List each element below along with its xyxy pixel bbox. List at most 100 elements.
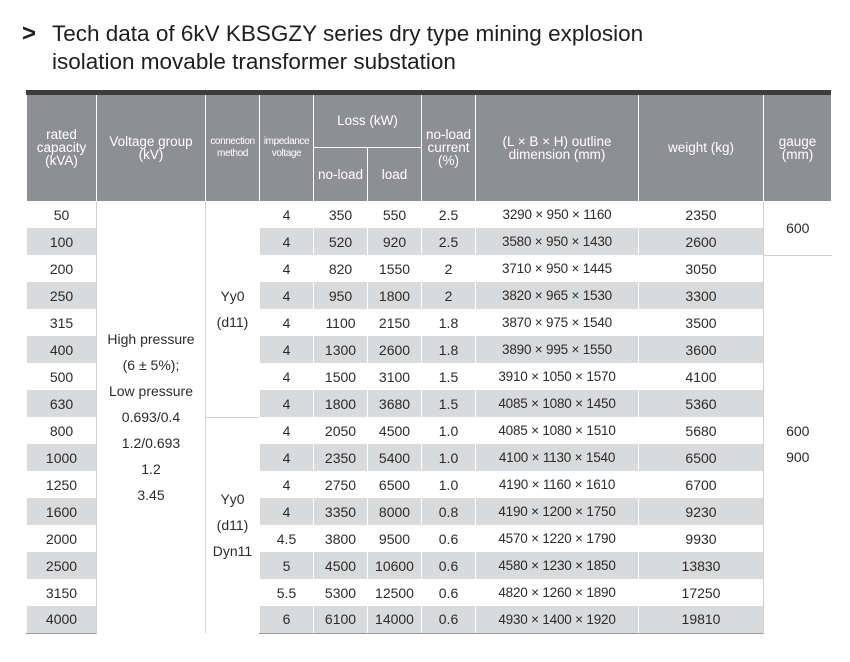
cell-no-load-current: 1.0	[421, 471, 476, 498]
table-row: 3150 5.5 5300 12500 0.6 4820 × 1260 × 1890 172…	[26, 579, 832, 606]
cell-rated-capacity: 4000	[26, 606, 97, 634]
cell-no-load-current: 1.0	[421, 444, 476, 471]
cell-voltage-group: High pressure (6 ± 5%); Low pressure 0.693/…	[96, 201, 206, 633]
cell-rated-capacity: 250	[26, 282, 97, 309]
cell-no-load-current: 1.5	[421, 363, 476, 390]
chevron-right-icon: >	[22, 20, 37, 47]
cell-outline-dimension: 3910 × 1050 × 1570	[475, 363, 639, 390]
cell-outline-dimension: 4930 × 1400 × 1920	[475, 606, 639, 634]
table-row: 2500 5 4500 10600 0.6 4580 × 1230 × 1850 13830	[26, 552, 832, 579]
cell-outline-dimension: 4570 × 1220 × 1790	[475, 525, 639, 552]
cell-voltage-group-line: 1.2/0.693	[121, 435, 181, 452]
cell-no-load-loss: 5300	[313, 579, 368, 606]
cell-voltage-group-line: High pressure	[107, 331, 195, 348]
cell-weight: 9230	[638, 498, 764, 525]
cell-voltage-group-line: 1.2	[141, 461, 161, 478]
cell-no-load-current: 0.6	[421, 579, 476, 606]
cell-weight: 2350	[638, 201, 764, 228]
title-line-1: Tech data of 6kV KBSGZY series dry type …	[52, 21, 644, 46]
cell-weight: 9930	[638, 525, 764, 552]
table-body: 50 High pressure (6 ± 5%); Low pressure 0.69…	[26, 201, 832, 634]
cell-outline-dimension: 4100 × 1130 × 1540	[475, 444, 639, 471]
cell-no-load-current: 1.8	[421, 336, 476, 363]
cell-load-loss: 920	[367, 228, 422, 255]
cell-no-load-loss: 2350	[313, 444, 368, 471]
cell-rated-capacity: 1000	[26, 444, 97, 471]
header-no-load-current: no-load current (%)	[421, 95, 476, 202]
cell-load-loss: 10600	[367, 552, 422, 579]
cell-no-load-loss: 3350	[313, 498, 368, 525]
cell-rated-capacity: 315	[26, 309, 97, 336]
cell-weight: 6700	[638, 471, 764, 498]
table-header: rated capacity (kVA) Voltage group (kV) …	[26, 95, 832, 202]
cell-weight: 19810	[638, 606, 764, 634]
cell-impedance-voltage: 4	[259, 444, 314, 471]
cell-no-load-loss: 950	[313, 282, 368, 309]
cell-outline-dimension: 4190 × 1160 × 1610	[475, 471, 639, 498]
cell-load-loss: 2600	[367, 336, 422, 363]
cell-weight: 3600	[638, 336, 764, 363]
cell-load-loss: 550	[367, 201, 422, 228]
cell-load-loss: 5400	[367, 444, 422, 471]
table-row: 50 High pressure (6 ± 5%); Low pressure 0.69…	[26, 201, 832, 633]
cell-no-load-current: 2.5	[421, 201, 476, 228]
cell-no-load-loss: 1100	[313, 309, 368, 336]
cell-no-load-loss: 6100	[313, 606, 368, 634]
cell-gauge-group-1: 600	[763, 201, 832, 255]
cell-load-loss: 1800	[367, 282, 422, 309]
cell-outline-dimension: 3290 × 950 × 1160	[475, 201, 639, 228]
cell-rated-capacity: 400	[26, 336, 97, 363]
cell-outline-dimension: 3580 × 950 × 1430	[475, 228, 639, 255]
cell-outline-dimension: 4085 × 1080 × 1510	[475, 417, 639, 444]
header-outline-dimension: (L × B × H) outline dimension (mm)	[475, 95, 639, 202]
cell-gauge-group-2-line: 600	[786, 423, 810, 440]
cell-weight: 2600	[638, 228, 764, 255]
cell-no-load-loss: 4500	[313, 552, 368, 579]
cell-rated-capacity: 200	[26, 255, 97, 282]
cell-impedance-voltage: 4	[259, 201, 314, 228]
cell-weight: 3050	[638, 255, 764, 282]
table-row: 500 4 1500 3100 1.5 3910 × 1050 × 1570 4100	[26, 363, 832, 390]
cell-gauge-group-1-line: 600	[786, 220, 810, 236]
cell-impedance-voltage: 4	[259, 282, 314, 309]
cell-voltage-group-line: Low pressure	[108, 383, 194, 400]
table-row: 2000 4.5 3800 9500 0.6 4570 × 1220 × 1790 9930	[26, 525, 832, 552]
cell-outline-dimension: 4580 × 1230 × 1850	[475, 552, 639, 579]
cell-rated-capacity: 630	[26, 390, 97, 417]
header-no-load-loss: no-load	[313, 147, 368, 202]
page-title: > Tech data of 6kV KBSGZY series dry type…	[22, 20, 822, 76]
cell-no-load-loss: 1800	[313, 390, 368, 417]
header-connection-method: connection method	[205, 95, 260, 202]
cell-outline-dimension: 3820 × 965 × 1530	[475, 282, 639, 309]
table-row: 315 4 1100 2150 1.8 3870 × 975 × 1540 3500	[26, 309, 832, 336]
cell-load-loss: 9500	[367, 525, 422, 552]
cell-impedance-voltage: 4.5	[259, 525, 314, 552]
cell-weight: 17250	[638, 579, 764, 606]
table-row: 1600 4 3350 8000 0.8 4190 × 1200 × 1750 9230	[26, 498, 832, 525]
cell-gauge-group-2: 600 900	[763, 254, 832, 633]
cell-no-load-current: 0.6	[421, 552, 476, 579]
cell-weight: 5360	[638, 390, 764, 417]
cell-load-loss: 12500	[367, 579, 422, 606]
cell-rated-capacity: 800	[26, 417, 97, 444]
cell-rated-capacity: 1600	[26, 498, 97, 525]
table-row: 1250 4 2750 6500 1.0 4190 × 1160 × 1610 6700	[26, 471, 832, 498]
cell-no-load-loss: 3800	[313, 525, 368, 552]
cell-connection-group-2-line: (d11)	[216, 517, 249, 534]
table-row: 100 4 520 920 2.5 3580 × 950 × 1430 2600	[26, 228, 832, 255]
table-row: 1000 4 2350 5400 1.0 4100 × 1130 × 1540 6500	[26, 444, 832, 471]
header-load-loss: load	[367, 147, 422, 202]
cell-impedance-voltage: 5.5	[259, 579, 314, 606]
cell-outline-dimension: 4820 × 1260 × 1890	[475, 579, 639, 606]
cell-no-load-loss: 1300	[313, 336, 368, 363]
table-row: 200 4 820 1550 2 3710 × 950 × 1445 3050 600 900	[26, 254, 832, 633]
table-row: 800 Yy0 (d11) Dyn11 4 2050 4500 1.0 4085 × 1080 …	[26, 416, 832, 633]
cell-load-loss: 3680	[367, 390, 422, 417]
cell-rated-capacity: 3150	[26, 579, 97, 606]
cell-load-loss: 6500	[367, 471, 422, 498]
cell-no-load-current: 0.6	[421, 606, 476, 634]
cell-no-load-current: 2.5	[421, 228, 476, 255]
cell-no-load-current: 1.8	[421, 309, 476, 336]
cell-weight: 3500	[638, 309, 764, 336]
cell-no-load-current: 2	[421, 255, 476, 282]
